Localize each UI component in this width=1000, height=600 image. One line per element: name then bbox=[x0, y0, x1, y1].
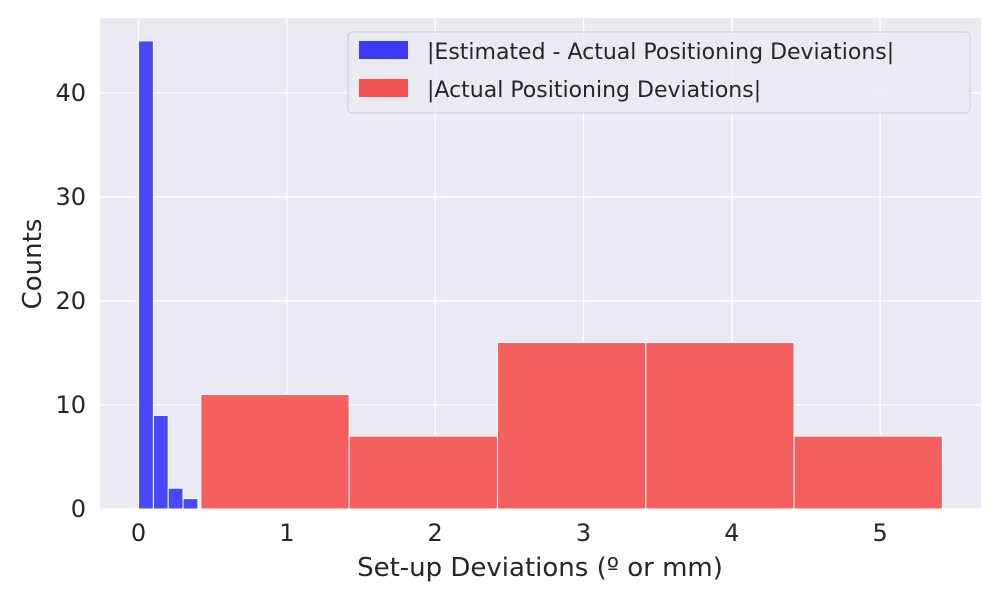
x-tick-label: 5 bbox=[873, 519, 888, 547]
bar-actual bbox=[496, 342, 647, 510]
legend-label-estimated: |Estimated - Actual Positioning Deviatio… bbox=[427, 40, 894, 65]
legend-swatch-actual bbox=[359, 79, 408, 97]
bar-actual bbox=[348, 435, 498, 510]
y-tick-label: 10 bbox=[55, 391, 86, 419]
x-tick-label: 0 bbox=[131, 519, 146, 547]
y-axis-label: Counts bbox=[18, 219, 48, 310]
y-tick-label: 30 bbox=[55, 183, 86, 211]
x-tick-label: 2 bbox=[428, 519, 443, 547]
bar-estimated bbox=[167, 487, 184, 510]
legend-box bbox=[347, 31, 971, 114]
bar-actual bbox=[793, 435, 943, 510]
histogram-bars bbox=[138, 40, 943, 510]
y-tick-label: 40 bbox=[55, 79, 86, 107]
legend: |Estimated - Actual Positioning Deviatio… bbox=[347, 31, 971, 114]
x-tick-label: 3 bbox=[576, 519, 591, 547]
y-tick-labels: 0 10 20 30 40 bbox=[55, 79, 86, 523]
bar-actual bbox=[200, 394, 350, 510]
x-tick-label: 1 bbox=[279, 519, 294, 547]
bar-estimated bbox=[138, 40, 154, 510]
legend-swatch-estimated bbox=[359, 41, 408, 59]
x-axis-label: Set-up Deviations (º or mm) bbox=[357, 553, 723, 583]
y-tick-label: 0 bbox=[71, 495, 86, 523]
bar-actual bbox=[645, 342, 795, 510]
x-tick-labels: 0 1 2 3 4 5 bbox=[131, 519, 888, 547]
bar-estimated bbox=[182, 498, 199, 510]
y-tick-label: 20 bbox=[55, 287, 86, 315]
legend-label-actual: |Actual Positioning Deviations| bbox=[427, 78, 761, 103]
bar-estimated bbox=[152, 414, 169, 510]
x-tick-label: 4 bbox=[724, 519, 739, 547]
